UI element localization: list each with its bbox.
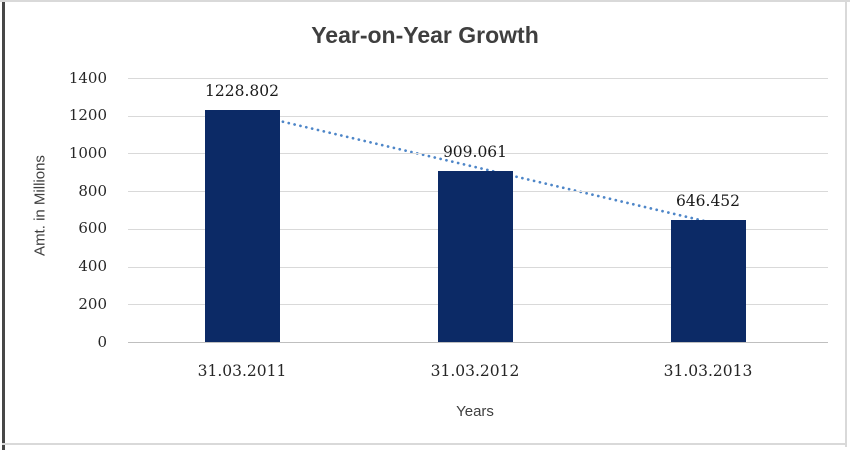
x-tick-label: 31.03.2013: [663, 362, 753, 380]
bar-31.03.2011: [204, 110, 280, 342]
x-axis-title: Years: [456, 403, 494, 420]
bar-31.03.2012: [437, 170, 513, 342]
x-tick-label: 31.03.2011: [197, 362, 287, 380]
y-tick-label: 1000: [68, 143, 107, 162]
y-tick-label: 200: [78, 294, 107, 313]
y-axis-title: Amt. in Millions: [31, 155, 49, 256]
y-tick-label: 600: [78, 219, 107, 238]
chart-border-bottom: [2, 443, 847, 445]
y-tick-label: 1200: [68, 106, 107, 125]
y-tick-label: 800: [78, 181, 107, 200]
gridline: [128, 115, 828, 117]
bar-31.03.2013: [670, 220, 746, 342]
y-tick-label: 0: [97, 332, 107, 351]
chart-border-right: [845, 0, 847, 447]
data-label: 909.061: [442, 142, 508, 161]
x-axis-line: [128, 342, 828, 343]
gridline: [128, 78, 828, 79]
data-label: 1228.802: [205, 82, 279, 101]
y-tick-label: 1400: [68, 68, 107, 87]
chart-title: Year-on-Year Growth: [311, 22, 539, 48]
data-label: 646.452: [675, 192, 741, 211]
y-tick-label: 400: [78, 257, 107, 276]
x-tick-label: 31.03.2012: [430, 362, 520, 380]
chart-border-top: [0, 0, 850, 2]
chart-border-left: [2, 0, 5, 450]
gridline: [128, 153, 828, 155]
